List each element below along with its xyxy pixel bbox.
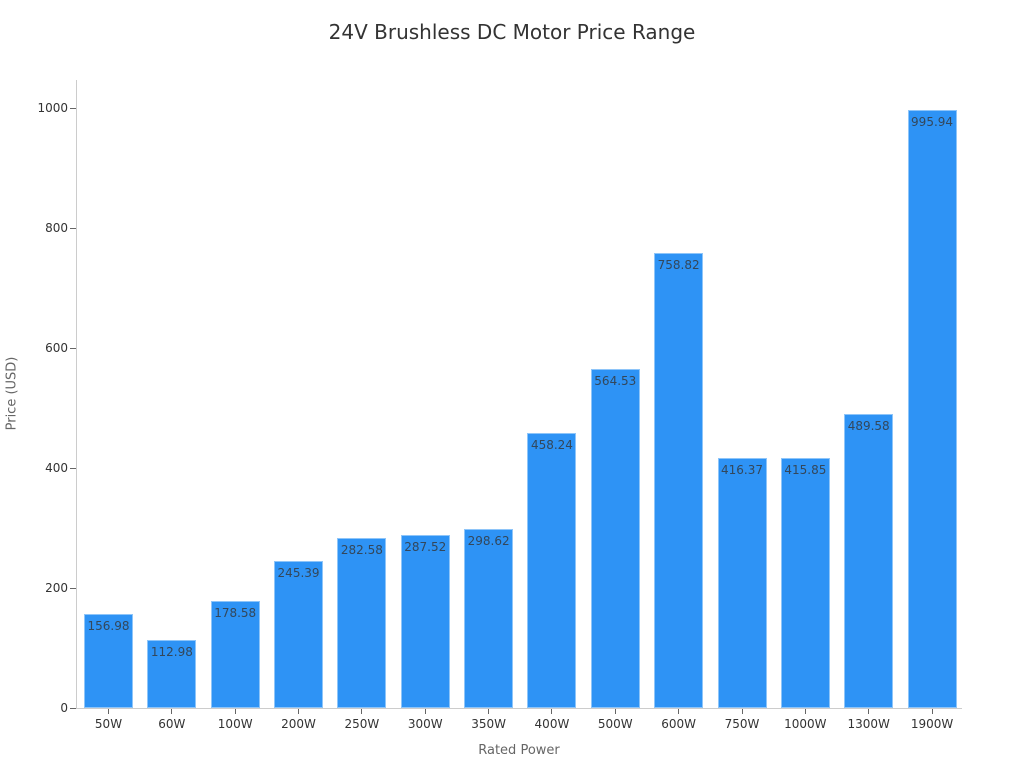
y-tick: 400 [0, 461, 78, 475]
bar[interactable]: 298.62 [464, 528, 514, 708]
x-tick: 400W [520, 709, 583, 731]
x-tick-label: 50W [94, 717, 123, 731]
x-tick: 50W [77, 709, 140, 731]
bar[interactable]: 112.98 [147, 640, 197, 708]
bar-value-label: 282.58 [340, 543, 383, 558]
bar[interactable]: 995.94 [907, 110, 957, 708]
bar[interactable]: 156.98 [84, 613, 133, 708]
bar-value-label: 758.82 [657, 257, 700, 272]
bar[interactable]: 489.58 [844, 414, 894, 708]
x-tick: 200W [267, 709, 330, 731]
bar-value-label: 245.39 [277, 565, 320, 580]
x-tick-label: 350W [471, 717, 506, 731]
bar-value-label: 112.98 [150, 645, 193, 660]
bar[interactable]: 282.58 [337, 538, 387, 708]
x-tick-label: 250W [344, 717, 380, 731]
y-tick-label: 800 [45, 221, 68, 235]
bar-value-label: 416.37 [721, 463, 763, 478]
y-axis-label: Price (USD) [4, 356, 20, 431]
y-tick-label: 1000 [37, 101, 68, 115]
bar-value-label: 458.24 [530, 438, 573, 453]
y-axis-line [76, 80, 77, 709]
y-tick-label: 400 [45, 461, 68, 475]
bar[interactable]: 416.37 [717, 458, 767, 708]
x-tick-label: 100W [217, 717, 253, 731]
bar-value-label: 298.62 [467, 533, 510, 548]
x-tick-label: 1900W [910, 717, 954, 731]
x-tick: 100W [204, 709, 267, 731]
x-tick: 1300W [837, 709, 900, 731]
x-tick: 350W [457, 709, 520, 731]
x-tick: 750W [711, 709, 774, 731]
bar-value-label: 995.94 [911, 115, 954, 130]
bar-value-label: 564.53 [594, 374, 637, 389]
x-tick: 1000W [774, 709, 837, 731]
x-tick: 1900W [901, 709, 964, 731]
x-tick: 300W [394, 709, 457, 731]
x-tick-label: 1300W [847, 717, 890, 731]
y-tick-label: 200 [45, 581, 68, 595]
y-tick-label: 600 [45, 341, 68, 355]
x-tick-label: 750W [724, 717, 760, 731]
x-tick-label: 600W [661, 717, 697, 731]
y-tick: 800 [0, 221, 78, 235]
x-tick-label: 400W [534, 717, 570, 731]
x-tick: 60W [140, 709, 203, 731]
bar[interactable]: 564.53 [590, 369, 640, 708]
bar-value-label: 489.58 [847, 419, 890, 434]
bar[interactable]: 458.24 [527, 433, 577, 708]
x-tick-label: 300W [407, 717, 443, 731]
bar-value-label: 415.85 [784, 463, 827, 478]
x-axis-label: Rated Power [478, 743, 560, 758]
y-tick-label: 0 [60, 701, 68, 715]
bar[interactable]: 178.58 [210, 600, 260, 708]
y-tick: 200 [0, 581, 78, 595]
y-tick: 600 [0, 341, 78, 355]
x-axis-line [76, 708, 962, 709]
x-tick-label: 60W [158, 717, 186, 731]
x-tick-label: 1000W [784, 717, 827, 731]
bar-value-label: 287.52 [404, 540, 447, 555]
bar-value-label: 156.98 [87, 618, 130, 633]
x-tick-label: 500W [597, 717, 633, 731]
x-tick: 500W [584, 709, 647, 731]
bar-value-label: 178.58 [214, 605, 257, 620]
bar[interactable]: 287.52 [400, 535, 450, 708]
y-tick: 1000 [0, 101, 78, 115]
bar[interactable]: 758.82 [654, 252, 704, 708]
bar[interactable]: 245.39 [274, 560, 324, 708]
x-tick: 250W [330, 709, 393, 731]
x-tick: 600W [647, 709, 710, 731]
bar[interactable]: 415.85 [780, 458, 830, 708]
x-tick-label: 200W [281, 717, 316, 731]
chart-title: 24V Brushless DC Motor Price Range [328, 20, 696, 44]
y-tick: 0 [0, 701, 78, 715]
